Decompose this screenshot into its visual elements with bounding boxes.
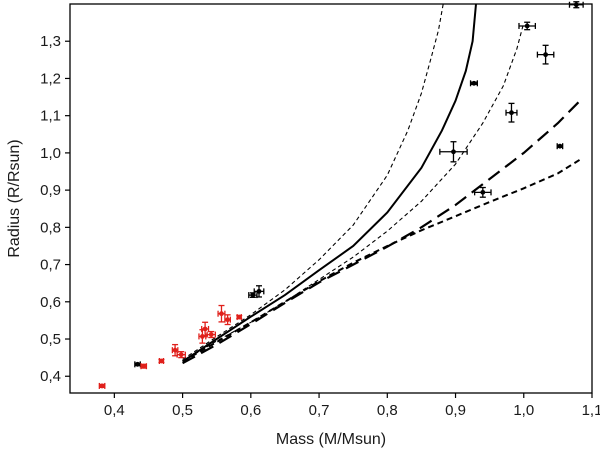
data-points [98,1,584,389]
point-marker [99,383,105,389]
point-marker [236,314,242,320]
y-axis-label: Radius (R/Rsun) [6,139,23,257]
curve-short-dash-thin [182,4,444,360]
point-marker [208,332,214,337]
point-marker [509,110,514,116]
black-points-point [439,141,468,163]
y-tick-label: 1,3 [40,33,61,50]
x-tick-label: 1,0 [513,402,534,419]
black-points-point [473,186,492,198]
point-marker [172,347,178,353]
curve-long-dash [182,98,583,365]
x-tick-label: 0,4 [104,402,125,419]
x-tick-label: 1,1 [582,402,600,419]
y-tick-label: 0,6 [40,294,61,311]
black-points-point [518,21,537,31]
x-tick-label: 0,9 [445,402,466,419]
model-curves [182,4,583,365]
y-tick-label: 0,8 [40,219,61,236]
black-points-point [253,285,265,298]
curve-short-dash-thick [182,157,583,363]
red-points-point [217,304,226,323]
point-marker [480,189,486,195]
y-tick-label: 1,2 [40,70,61,87]
y-tick-label: 1,1 [40,108,61,125]
red-points-point [236,314,243,321]
red-points-point [176,351,186,359]
point-marker [471,80,477,86]
black-points-point [248,292,258,299]
black-points-point [505,102,518,123]
red-points-point [140,363,148,370]
curve-short-dash-thin-2 [182,22,525,362]
red-points-point [98,382,106,389]
point-marker [256,288,262,294]
point-marker [557,143,563,149]
x-tick-label: 0,7 [309,402,330,419]
red-points-point [206,330,216,339]
point-marker [451,149,456,155]
black-points-point [568,1,584,9]
red-points-point [224,314,232,326]
black-points-point [556,143,564,150]
y-tick-label: 1,0 [40,145,61,162]
axes: 0,4 0,5 0,6 0,7 0,8 0,9 1,0 1,1 0,4 0,5 0,6 0,7 0,8 0… [40,3,600,419]
curve-solid [182,4,477,363]
x-axis-label: Mass (M/Msun) [276,431,386,448]
red-points-point [158,357,165,364]
point-marker [178,352,184,358]
point-marker [543,52,548,58]
x-tick-label: 0,6 [240,402,261,419]
black-points-point [469,80,479,87]
black-points-point [134,361,141,368]
black-points-point [536,44,555,65]
point-marker [141,363,147,369]
y-tick-label: 0,5 [40,331,61,348]
point-marker [225,317,231,323]
x-tick-label: 0,8 [377,402,398,419]
point-marker [524,23,530,29]
point-marker [202,326,208,332]
y-tick-label: 0,7 [40,257,61,274]
x-tick-label: 0,5 [172,402,193,419]
point-marker [219,311,224,317]
point-marker [135,361,140,367]
y-tick-label: 0,4 [40,368,61,385]
y-tick-label: 0,9 [40,182,61,199]
plot-frame [69,3,593,394]
point-marker [199,334,205,339]
point-marker [573,2,579,8]
point-marker [159,358,164,364]
